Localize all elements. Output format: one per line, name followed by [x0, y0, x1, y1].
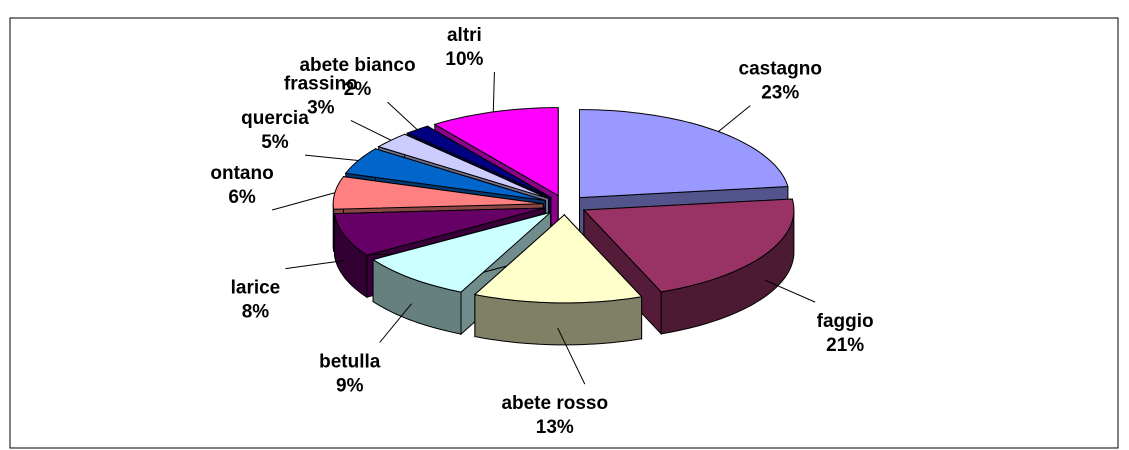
leader-line [718, 105, 751, 132]
slice-top [333, 207, 545, 256]
slice-label: faggio [817, 311, 874, 332]
slice-top [377, 133, 549, 199]
slice-label: larice [231, 278, 281, 299]
slice [473, 213, 643, 346]
slice-top [433, 107, 559, 197]
slice-label: castagno [739, 59, 822, 80]
slice-top [405, 125, 552, 198]
slice-value-label: 13% [536, 417, 574, 438]
slice-label: betulla [319, 351, 381, 372]
slice-value-label: 8% [242, 302, 270, 323]
leader-line [271, 192, 335, 211]
slice-label: abete rosso [501, 393, 608, 414]
slice-value-label: 3% [307, 97, 335, 118]
leader-line [492, 71, 495, 112]
slice-value-label: 6% [228, 187, 256, 208]
slice-top [344, 148, 546, 201]
slice-value-label: 9% [336, 375, 364, 396]
slice-label: quercia [241, 108, 309, 129]
leader-line [285, 259, 345, 270]
slice [582, 198, 795, 336]
leader-line [304, 154, 359, 162]
leader-line [557, 327, 586, 385]
slice-label: frassino [284, 73, 358, 94]
slice-label: ontano [210, 163, 273, 184]
slice-top [473, 214, 643, 304]
slice-top [579, 109, 789, 199]
slice-label: altri [447, 25, 482, 46]
slice-label: abete bianco [299, 55, 415, 76]
slice-value-label: 5% [261, 132, 289, 153]
leader-line [350, 119, 392, 141]
leader-line [387, 101, 418, 130]
slice-value-label: 2% [344, 79, 372, 100]
chart-frame [9, 17, 1119, 449]
slice-top [371, 211, 551, 293]
slice-value-label: 21% [826, 335, 864, 356]
leader-line [764, 279, 816, 303]
leader-line [379, 303, 412, 343]
slice-value-label: 23% [761, 83, 799, 104]
slice-value-label: 10% [445, 49, 483, 70]
slice-top [332, 176, 544, 210]
slice-top [582, 198, 795, 293]
